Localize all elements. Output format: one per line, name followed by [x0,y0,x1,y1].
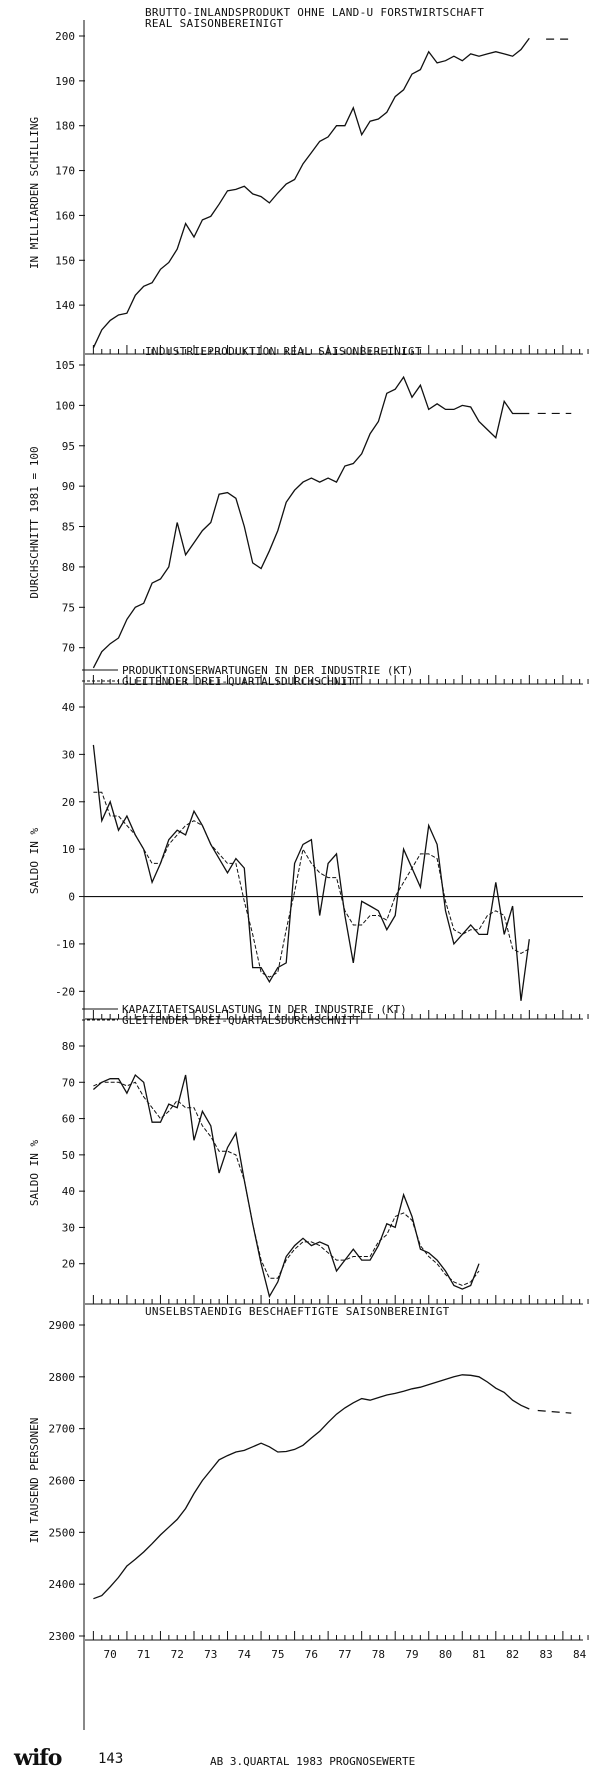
y-axis-label: SALDO IN % [28,828,41,895]
x-tick-label: 77 [338,1648,351,1661]
chart-panel-5: 2300 2400 2500 2600 2700 2800 2900 IN TAUSEND P… [28,1305,589,1643]
y-tick-label: 2500 [49,1526,76,1539]
y-tick-label: 2900 [49,1319,76,1332]
y-tick-label: 30 [62,1221,75,1234]
y-tick-label: 100 [55,399,75,412]
y-tick-label: 70 [62,642,75,655]
y-tick-label: 85 [62,521,75,534]
y-tick-label: 80 [62,1040,75,1053]
y-axis-label: IN TAUSEND PERSONEN [28,1418,41,1544]
series-line-1 [92,37,530,349]
y-tick-label: 190 [55,75,75,88]
x-tick-label: 75 [271,1648,284,1661]
y-tick-label: 50 [62,1149,75,1162]
y-tick-label: 200 [55,30,75,43]
series-line-2 [93,1081,480,1287]
y-tick-label: 2800 [49,1371,76,1384]
chart-title: INDUSTRIEPRODUKTION REAL SAISONBEREINIGT [145,345,422,358]
legend-label: PRODUKTIONSERWARTUNGEN IN DER INDUSTRIE … [122,664,413,677]
x-tick-label: 72 [171,1648,184,1661]
series-line-1 [92,1073,480,1299]
series-line-1 [92,744,530,1001]
series-line-1 [93,1374,530,1600]
y-tick-label: 150 [55,254,75,267]
y-tick-label: 80 [62,561,75,574]
x-tick-label: 76 [305,1648,318,1661]
y-tick-label: 2400 [49,1578,76,1591]
forecast-note: AB 3.QUARTAL 1983 PROGNOSEWERTE [210,1755,416,1768]
y-tick-label: 0 [68,891,75,904]
x-tick-label: 81 [472,1648,485,1661]
y-tick-label: 2600 [49,1475,76,1488]
y-tick-label: 20 [62,796,75,809]
x-tick-label: 74 [238,1648,252,1661]
legend-label: GLEITENDER DREI-QUARTALSDURCHSCHNITT [122,675,361,688]
y-axis-label: SALDO IN % [28,1140,41,1207]
y-tick-label: 20 [62,1258,75,1271]
series-line-1 [92,375,530,669]
y-axis-label: IN MILLIARDEN SCHILLING [28,117,41,269]
forecast-line [537,1409,572,1414]
y-tick-label: 95 [62,440,75,453]
x-tick-label: 80 [439,1648,452,1661]
y-tick-label: 10 [62,843,75,856]
page-number: 143 [98,1751,124,1767]
x-tick-label: 84 [573,1648,587,1661]
x-tick-label: 78 [372,1648,385,1661]
x-tick-label: 82 [506,1648,519,1661]
y-tick-label: -10 [55,938,75,951]
y-tick-label: 140 [55,299,75,312]
series-line-2 [93,791,530,978]
y-tick-label: 2300 [49,1630,76,1643]
y-tick-label: 70 [62,1076,75,1089]
chart-panel-4: 20 30 40 50 60 70 80 SALDO IN % KAPAZITAETSAUSLA… [28,1003,589,1305]
chart-title: BRUTTO-INLANDSPRODUKT OHNE LAND-U FORSTW… [145,6,484,19]
y-tick-label: 180 [55,120,75,133]
x-tick-label: 83 [539,1648,552,1661]
wifo-logo: wifo [14,1745,62,1771]
y-tick-label: -20 [55,985,75,998]
y-tick-label: 105 [55,359,75,372]
x-tick-label: 70 [104,1648,117,1661]
chart-subtitle: REAL SAISONBEREINIGT [145,17,284,30]
y-tick-label: 90 [62,480,75,493]
x-tick-label: 73 [204,1648,217,1661]
y-tick-label: 40 [62,701,75,714]
y-tick-label: 75 [62,601,75,614]
chart-panel-1: 140 150 160 170 180 190 200 IN MILLIARDEN SCHIL… [28,6,589,355]
legend-label: GLEITENDER DREI-QUARTALSDURCHSCHNITT [122,1014,361,1027]
chart-title: UNSELBSTAENDIG BESCHAEFTIGTE SAISONBEREI… [145,1305,450,1318]
y-tick-label: 30 [62,748,75,761]
y-tick-label: 40 [62,1185,75,1198]
footer: wifo 143 AB 3.QUARTAL 1983 PROGNOSEWERTE [0,1745,593,1772]
x-tick-label: 71 [137,1648,150,1661]
y-axis-label: DURCHSCHNITT 1981 = 100 [28,446,41,598]
y-tick-label: 160 [55,209,75,222]
y-tick-label: 60 [62,1113,75,1126]
y-tick-label: 170 [55,165,75,178]
y-tick-label: 2700 [49,1423,76,1436]
chart-panel-3: -20 -10 0 10 20 30 40 SALDO IN % PRODUKTIONSERWA… [28,664,589,1020]
legend-label: KAPAZITAETSAUSLASTUNG IN DER INDUSTRIE (… [122,1003,407,1016]
x-tick-label: 79 [405,1648,418,1661]
chart-panel-2: 70 75 80 85 90 95 100 105 DURCHSCHNITT 1981 = 10… [28,345,589,685]
